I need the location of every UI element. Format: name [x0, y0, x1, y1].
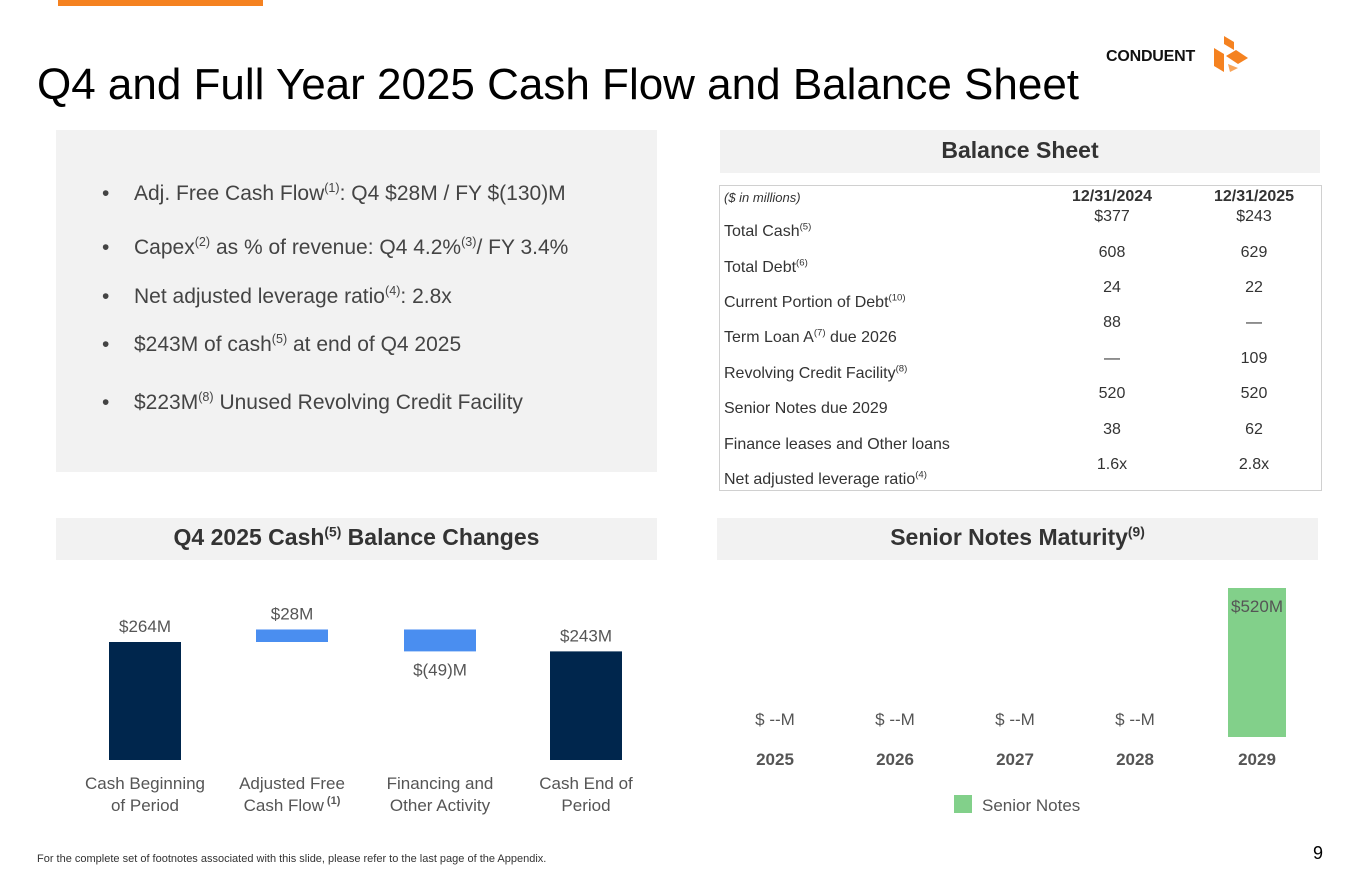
data-label: $ --M: [875, 710, 915, 729]
data-label: $243M: [560, 626, 612, 645]
legend-label: Senior Notes: [982, 796, 1080, 815]
senior-notes-chart: $ --M 2025 $ --M 2026 $ --M 2027 $ --M 2028 $520…: [755, 588, 1286, 815]
table-row: Total Debt(6) 608 629: [724, 244, 1268, 276]
table-row: Current Portion of Debt(10) 24 22: [724, 279, 1263, 311]
cash-waterfall-chart: $264M Cash Beginning of Period $28M Adjusted…: [85, 604, 633, 815]
category-label: 2027: [996, 750, 1034, 769]
waterfall-bar: [550, 651, 622, 760]
highlights-panel: • Adj. Free Cash Flow(1): Q4 $28M / FY $…: [56, 130, 657, 472]
data-label: $28M: [271, 604, 314, 623]
category-label: of Period: [111, 796, 179, 815]
page-number: 9: [1313, 843, 1324, 863]
senior-notes-header: Senior Notes Maturity(9): [717, 518, 1318, 560]
units-label: ($ in millions): [724, 190, 801, 205]
cash-changes-header: Q4 2025 Cash(5) Balance Changes: [56, 518, 657, 560]
table-header-row: ($ in millions) 12/31/2024 12/31/2025: [720, 186, 1321, 212]
category-label: 2026: [876, 750, 914, 769]
column-header: 12/31/2025: [1214, 188, 1295, 205]
data-label: $520M: [1231, 597, 1283, 616]
data-label: $ --M: [995, 710, 1035, 729]
table-row: Term Loan A(7) due 2026 88—: [724, 314, 1262, 346]
data-label: $ --M: [1115, 710, 1155, 729]
data-label: $264M: [119, 617, 171, 636]
table-row: Net adjusted leverage ratio(4) 1.6x 2.8x: [724, 456, 1270, 488]
waterfall-bar: [109, 642, 181, 760]
category-label: Cash Beginning: [85, 774, 205, 793]
notes-bar: [1228, 588, 1286, 737]
legend-swatch: [954, 795, 972, 813]
top-accent-bar: [58, 0, 263, 6]
category-label: Adjusted Free: [239, 774, 345, 793]
footnote: For the complete set of footnotes associ…: [37, 853, 547, 865]
table-row: Senior Notes due 2029 520 520: [724, 385, 1268, 417]
data-label: $(49)M: [413, 660, 467, 679]
balance-sheet-header: Balance Sheet: [720, 130, 1320, 173]
conduent-logo: CONDUENT: [1106, 34, 1256, 76]
category-label: 2029: [1238, 750, 1276, 769]
conduent-logo-icon: [1214, 36, 1248, 72]
table-row: Finance leases and Other loans 38 62: [724, 421, 1263, 453]
category-label: 2025: [756, 750, 794, 769]
waterfall-bar: [404, 629, 476, 652]
category-label: Cash End of: [539, 774, 633, 793]
data-label: $ --M: [755, 710, 795, 729]
category-label: Period: [561, 796, 610, 815]
category-label: Cash Flow (1): [244, 795, 341, 815]
page-title: Q4 and Full Year 2025 Cash Flow and Bala…: [37, 60, 1080, 109]
category-label: 2028: [1116, 750, 1154, 769]
logo-text: CONDUENT: [1106, 48, 1196, 65]
category-label: Other Activity: [390, 796, 491, 815]
table-row: Revolving Credit Facility(8) —109: [724, 350, 1268, 382]
column-header: 12/31/2024: [1072, 188, 1153, 205]
category-label: Financing and: [387, 774, 494, 793]
waterfall-bar: [256, 629, 328, 642]
balance-sheet-table: ($ in millions) 12/31/2024 12/31/2025 To…: [719, 185, 1322, 491]
table-row: Total Cash(5) $377 $243: [724, 208, 1272, 240]
